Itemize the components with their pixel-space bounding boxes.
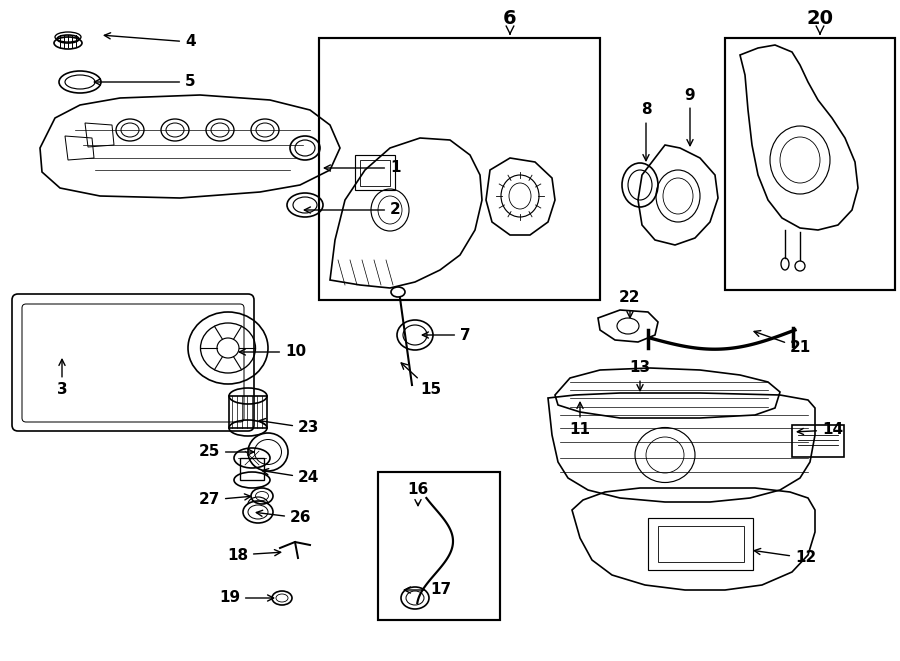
Text: 16: 16 [408, 483, 428, 506]
Text: 14: 14 [797, 422, 843, 438]
Text: 7: 7 [422, 327, 471, 342]
Text: 11: 11 [570, 403, 590, 438]
Text: 18: 18 [227, 547, 281, 563]
Text: 27: 27 [199, 492, 251, 508]
Text: 5: 5 [94, 75, 195, 89]
Text: 13: 13 [629, 360, 651, 391]
Bar [229, 396, 267, 428]
Text: 20: 20 [806, 9, 833, 34]
Bar [792, 425, 844, 457]
Text: 3: 3 [57, 360, 68, 397]
Text: 23: 23 [259, 418, 320, 436]
Text: 9: 9 [685, 87, 696, 145]
Text: 1: 1 [324, 161, 400, 176]
Bar [378, 472, 500, 620]
Bar [648, 518, 753, 570]
Text: 10: 10 [239, 344, 306, 360]
Bar [658, 526, 744, 562]
Text: 2: 2 [304, 202, 400, 217]
Text: 21: 21 [754, 330, 811, 356]
Text: 26: 26 [256, 510, 311, 525]
Text: 19: 19 [219, 590, 274, 605]
Text: 24: 24 [262, 469, 320, 485]
Bar [355, 155, 395, 190]
Bar [319, 38, 600, 300]
Text: 25: 25 [199, 444, 254, 459]
Text: 15: 15 [401, 363, 441, 397]
Text: 17: 17 [404, 582, 451, 598]
Text: 6: 6 [503, 9, 517, 34]
Text: 12: 12 [754, 549, 816, 566]
Bar [725, 38, 895, 290]
Bar [240, 458, 264, 480]
Text: 4: 4 [104, 33, 195, 50]
Bar [360, 160, 390, 186]
Text: 22: 22 [619, 290, 641, 318]
Text: 8: 8 [641, 102, 652, 161]
